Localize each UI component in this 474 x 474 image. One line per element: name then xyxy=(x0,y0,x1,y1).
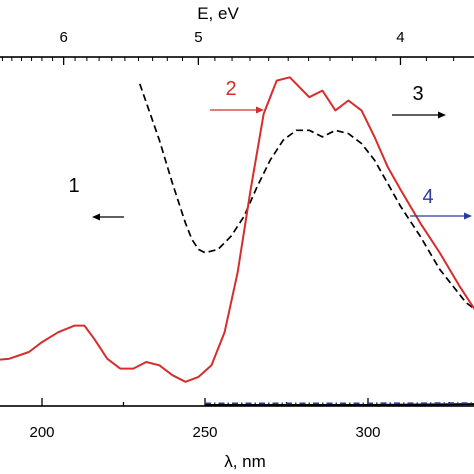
x2-tick-label: 5 xyxy=(194,29,202,46)
x2-axis-title: E, eV xyxy=(197,4,239,23)
series-1-line xyxy=(138,83,474,310)
top-axis-ticks: 76543 xyxy=(1,29,455,65)
x2-tick-label: 4 xyxy=(396,29,404,46)
annotation-label-4: 4 xyxy=(422,186,433,208)
series-3-line xyxy=(205,403,474,406)
annotation-arrowhead-3 xyxy=(438,111,446,119)
series-2-line xyxy=(0,76,474,383)
annotation-layer: 1 2 3 4 xyxy=(68,78,472,221)
annotation-label-2: 2 xyxy=(225,78,236,100)
x-tick-label: 200 xyxy=(29,424,54,441)
series-layer xyxy=(0,76,474,406)
x-axis-title: λ, nm xyxy=(224,452,266,471)
x-tick-label: 250 xyxy=(192,424,217,441)
annotation-label-1: 1 xyxy=(68,175,79,197)
plot-frame xyxy=(0,56,474,407)
x2-tick-label: 6 xyxy=(59,29,67,46)
annotation-arrowhead-2 xyxy=(256,106,264,114)
annotation-arrowhead-4 xyxy=(464,212,472,220)
series-4-line xyxy=(205,402,474,405)
annotation-arrowhead-1 xyxy=(92,213,100,221)
annotation-label-3: 3 xyxy=(412,83,423,105)
x-tick-label: 300 xyxy=(355,424,380,441)
